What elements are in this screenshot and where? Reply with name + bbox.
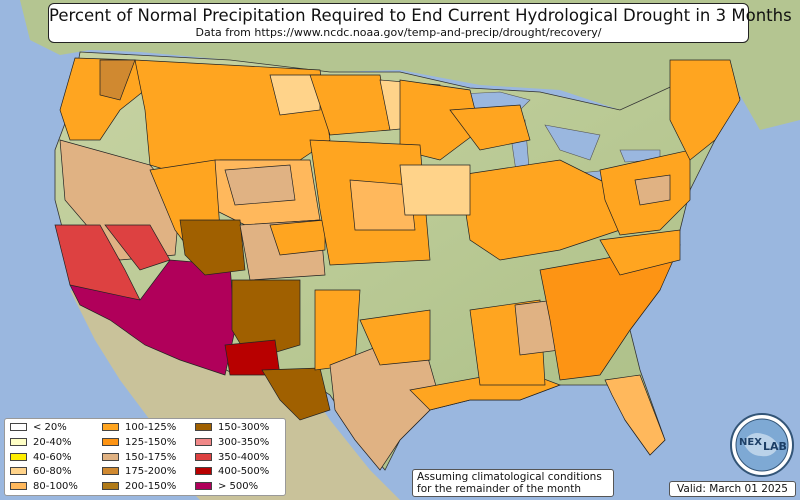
assumption-note-line-2: for the remainder of the month: [417, 483, 582, 495]
legend-item: 100-125%: [102, 422, 176, 437]
legend-swatch: [10, 482, 27, 491]
legend-swatch: [195, 437, 212, 446]
region-washington-olive: [99, 59, 136, 101]
assumption-note: Assuming climatological conditions for t…: [412, 469, 614, 497]
legend-swatch: [195, 452, 212, 461]
legend-label: 125-150%: [125, 436, 177, 448]
region-east-texas: [359, 309, 431, 366]
legend-label: 100-125%: [125, 422, 177, 433]
nex-lab-globe-logo-icon: NEX LAB: [730, 413, 794, 477]
legend-label: < 20%: [33, 422, 67, 433]
legend-item: 150-175%: [102, 452, 176, 467]
legend-item: 200-150%: [102, 481, 176, 496]
legend-swatch: [10, 467, 27, 476]
region-montana-light: [269, 74, 321, 116]
legend-column-2: 100-125% 125-150% 150-175% 175-200% 200-150%: [102, 422, 176, 496]
legend-label: 300-350%: [218, 436, 270, 448]
legend-swatch: [195, 423, 212, 431]
region-michigan-upper: [449, 104, 531, 151]
legend-item: 350-400%: [195, 452, 269, 467]
legend-item: 300-350%: [195, 437, 269, 452]
map-title: Percent of Normal Precipitation Required…: [49, 6, 792, 25]
region-carolinas: [599, 229, 681, 276]
legend-item: 400-500%: [195, 466, 269, 481]
legend-item: 20-40%: [10, 437, 78, 452]
legend-item: 60-80%: [10, 466, 78, 481]
legend-label: 80-100%: [33, 481, 78, 493]
legend-item: 40-60%: [10, 452, 78, 467]
legend-swatch: [10, 452, 27, 461]
legend-label: 40-60%: [33, 451, 72, 463]
legend-column-1: < 20% 20-40% 40-60% 60-80% 80-100%: [10, 422, 78, 496]
region-west-texas-brown: [261, 367, 331, 421]
legend-label: > 500%: [218, 481, 259, 493]
region-wyoming-tan: [224, 164, 296, 206]
legend-swatch: [195, 467, 212, 476]
region-upper-midwest: [399, 79, 481, 161]
logo-text-bottom: LAB: [763, 440, 787, 453]
legend-swatch: [102, 423, 119, 431]
legend-label: 200-150%: [125, 481, 177, 493]
logo-text-top: NEX: [739, 437, 762, 448]
region-appalachia-tan: [634, 174, 671, 206]
legend-label: 350-400%: [218, 451, 270, 463]
legend-label: 150-300%: [218, 422, 270, 433]
valid-date: Valid: March 01 2025: [669, 481, 796, 497]
legend-item: 150-300%: [195, 422, 269, 437]
legend-label: 175-200%: [125, 466, 177, 478]
region-new-england: [669, 59, 741, 161]
region-southwest-magenta: [69, 259, 236, 376]
region-kansas-light: [349, 179, 416, 231]
legend-item: 125-150%: [102, 437, 176, 452]
legend-label: 400-500%: [218, 466, 270, 478]
legend-swatch: [102, 437, 119, 446]
region-iowa-light: [399, 164, 471, 216]
legend-swatch: [10, 437, 27, 446]
region-colorado-orange: [269, 219, 326, 256]
legend-item: 175-200%: [102, 466, 176, 481]
legend-item: > 500%: [195, 481, 269, 496]
legend-item: < 20%: [10, 422, 78, 437]
legend-swatch: [195, 482, 212, 491]
assumption-note-line-1: Assuming climatological conditions: [417, 471, 602, 483]
map-source: Data from https://www.ncdc.noaa.gov/temp…: [195, 26, 602, 39]
legend-label: 150-175%: [125, 451, 177, 463]
legend-swatch: [102, 452, 119, 461]
legend-swatch: [102, 467, 119, 476]
legend-item: 80-100%: [10, 481, 78, 496]
legend-swatch: [10, 423, 27, 431]
legend-column-3: 150-300% 300-350% 350-400% 400-500% > 500%: [195, 422, 269, 496]
legend-swatch: [102, 482, 119, 491]
legend-label: 20-40%: [33, 436, 72, 448]
legend: < 20% 20-40% 40-60% 60-80% 80-100% 100-125% 1…: [4, 418, 286, 496]
title-box: Percent of Normal Precipitation Required…: [48, 3, 792, 43]
region-midwest: [459, 159, 621, 261]
region-four-corners-brown: [179, 219, 246, 276]
region-florida: [604, 374, 666, 456]
legend-label: 60-80%: [33, 466, 72, 478]
